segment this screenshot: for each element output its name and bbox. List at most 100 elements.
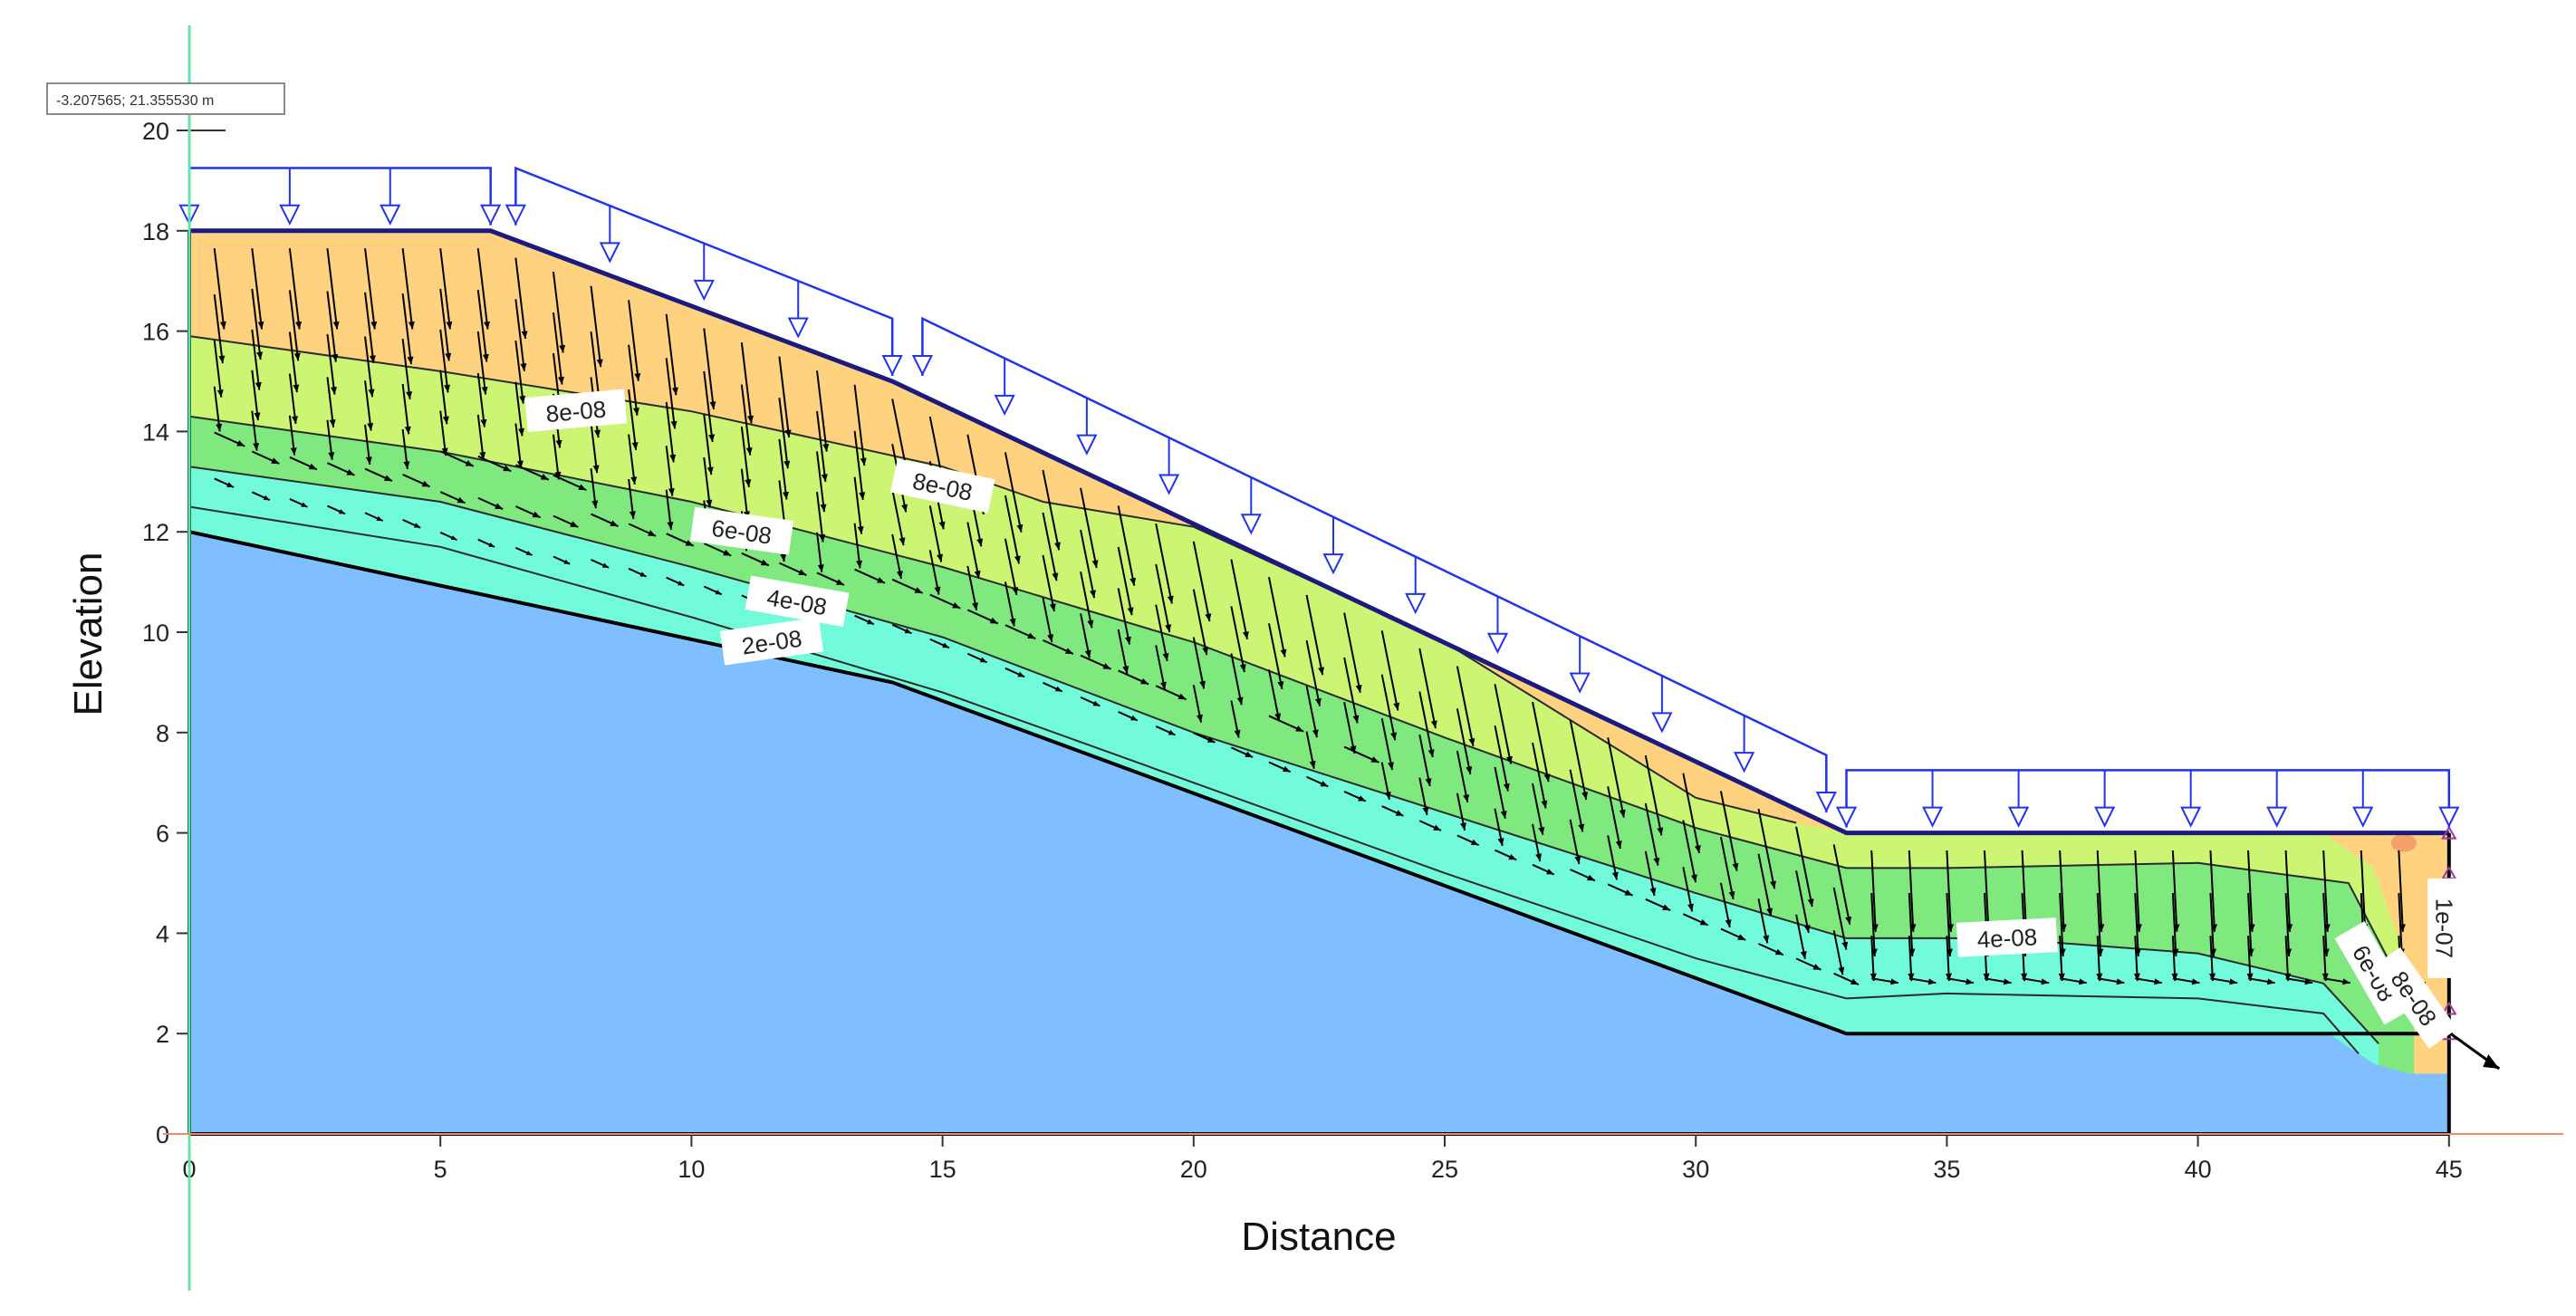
flow-vector-head: [338, 509, 346, 514]
flow-vector-head: [1766, 908, 1773, 917]
contour-label-text: 8e-08: [544, 395, 607, 427]
flow-vector-head: [444, 384, 451, 393]
y-tick-label: 2: [156, 1021, 169, 1048]
flow-vector: [326, 377, 335, 427]
flow-vector-head: [1280, 648, 1287, 658]
flow-vector-head: [1127, 607, 1134, 616]
flow-vector-head: [782, 491, 789, 500]
flow-vector-head: [2133, 973, 2140, 982]
y-tick-label: 6: [156, 821, 169, 848]
fill-band-blue: [189, 532, 2449, 1134]
flow-vector-head: [446, 321, 453, 330]
flow-vector-head: [1870, 973, 1877, 982]
coordinate-readout: -3.207565; 21.355530 m: [56, 93, 214, 109]
flow-vector: [2134, 893, 2139, 957]
flow-vector: [1719, 882, 1731, 928]
flow-vector-head: [2003, 978, 2012, 985]
flow-vector-head: [1122, 666, 1129, 674]
flow-vector-head: [525, 551, 533, 555]
flow-vector: [326, 291, 337, 362]
flow-vector: [2360, 850, 2367, 932]
flow-vector-head: [594, 429, 601, 438]
surface-load-arrow-head: [787, 317, 809, 339]
flow-vector: [2209, 850, 2216, 932]
flow-vector: [1267, 577, 1286, 658]
flow-vector: [514, 299, 525, 371]
flow-vector: [251, 370, 259, 421]
flow-vector-head: [1052, 572, 1059, 581]
flow-vector: [1795, 870, 1810, 934]
flow-vector: [1532, 742, 1547, 809]
flow-vector-head: [1774, 948, 1783, 956]
x-tick-label: 15: [929, 1156, 956, 1183]
flow-vector-head: [857, 525, 864, 534]
flow-vector-head: [817, 564, 824, 572]
y-tick-label: 16: [142, 319, 169, 346]
flow-vector: [1569, 719, 1588, 801]
flow-vector: [1418, 734, 1431, 787]
flow-vector-head: [942, 642, 950, 648]
flow-vector-head: [2229, 978, 2238, 985]
flow-vector-head: [1807, 898, 1814, 908]
flow-vector: [1607, 786, 1621, 850]
flow-vector-head: [1546, 869, 1554, 875]
y-tick-label: 10: [142, 620, 169, 647]
flow-vector: [514, 340, 524, 404]
flow-vector-head: [1468, 738, 1475, 746]
x-axis-title: Distance: [1241, 1215, 1396, 1259]
flow-vector-head: [1687, 903, 1694, 912]
flow-vector: [1719, 791, 1738, 871]
flow-vector-head: [346, 469, 355, 475]
flow-vector: [1983, 850, 1990, 932]
flow-vector-head: [798, 569, 807, 576]
seepage-face-marker: [2441, 1001, 2457, 1015]
y-tick-label: 20: [142, 118, 169, 145]
flow-vector-head: [1812, 964, 1821, 970]
flow-vector-head: [407, 356, 414, 365]
surface-load-arrow-head: [911, 355, 934, 377]
flow-vector-head: [1578, 823, 1585, 832]
flow-vector: [778, 356, 791, 438]
flow-vector-head: [450, 535, 457, 541]
flow-vector-head: [1390, 732, 1398, 741]
flow-vector: [1305, 594, 1324, 676]
flow-vector: [2134, 850, 2140, 932]
flow-vector: [401, 293, 412, 365]
flow-vector: [364, 292, 375, 363]
flow-vector-head: [1129, 577, 1137, 586]
flow-vector: [439, 248, 451, 330]
flow-vector-head: [820, 504, 827, 513]
flow-vector: [2021, 850, 2028, 932]
flow-vector: [476, 414, 485, 460]
flow-vector: [2059, 850, 2065, 932]
contour-label-box: [890, 458, 995, 514]
flow-vector-head: [745, 447, 753, 456]
flow-vector-head: [1983, 973, 1990, 982]
flow-vector-head: [671, 387, 678, 396]
flow-vector: [552, 312, 563, 385]
flow-vector: [703, 414, 713, 475]
flow-vector-head: [1202, 647, 1209, 656]
flow-vector: [476, 372, 485, 427]
flow-vector: [778, 398, 789, 469]
surface-load-arrow-head: [994, 394, 1015, 417]
flow-vector-head: [1470, 839, 1479, 846]
flow-vector-head: [1236, 696, 1244, 706]
flow-vector: [853, 523, 861, 569]
flow-vector: [326, 248, 339, 330]
flow-vector-head: [1320, 781, 1329, 787]
flow-vector: [1380, 717, 1394, 771]
flow-vector-head: [1312, 729, 1319, 738]
flow-vector-head: [1206, 736, 1216, 743]
flow-vector-head: [1653, 857, 1660, 866]
surface-load-arrow-head: [480, 204, 502, 226]
flow-vector-head: [1945, 973, 1952, 982]
flow-vector: [1192, 589, 1208, 656]
crosshair-layer: [163, 25, 2563, 1291]
flow-vector-head: [1388, 762, 1394, 771]
flow-vector-head: [1165, 624, 1172, 633]
flow-vector: [1155, 523, 1173, 604]
flow-vector-head: [256, 351, 264, 360]
